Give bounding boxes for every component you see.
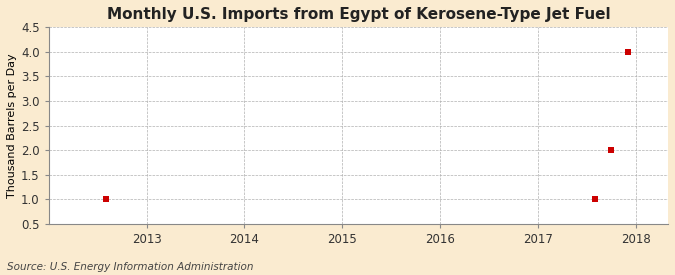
Point bbox=[622, 50, 633, 54]
Point bbox=[101, 197, 111, 202]
Title: Monthly U.S. Imports from Egypt of Kerosene-Type Jet Fuel: Monthly U.S. Imports from Egypt of Keros… bbox=[107, 7, 610, 22]
Point bbox=[589, 197, 600, 202]
Text: Source: U.S. Energy Information Administration: Source: U.S. Energy Information Administ… bbox=[7, 262, 253, 272]
Y-axis label: Thousand Barrels per Day: Thousand Barrels per Day bbox=[7, 53, 17, 198]
Point bbox=[606, 148, 617, 152]
